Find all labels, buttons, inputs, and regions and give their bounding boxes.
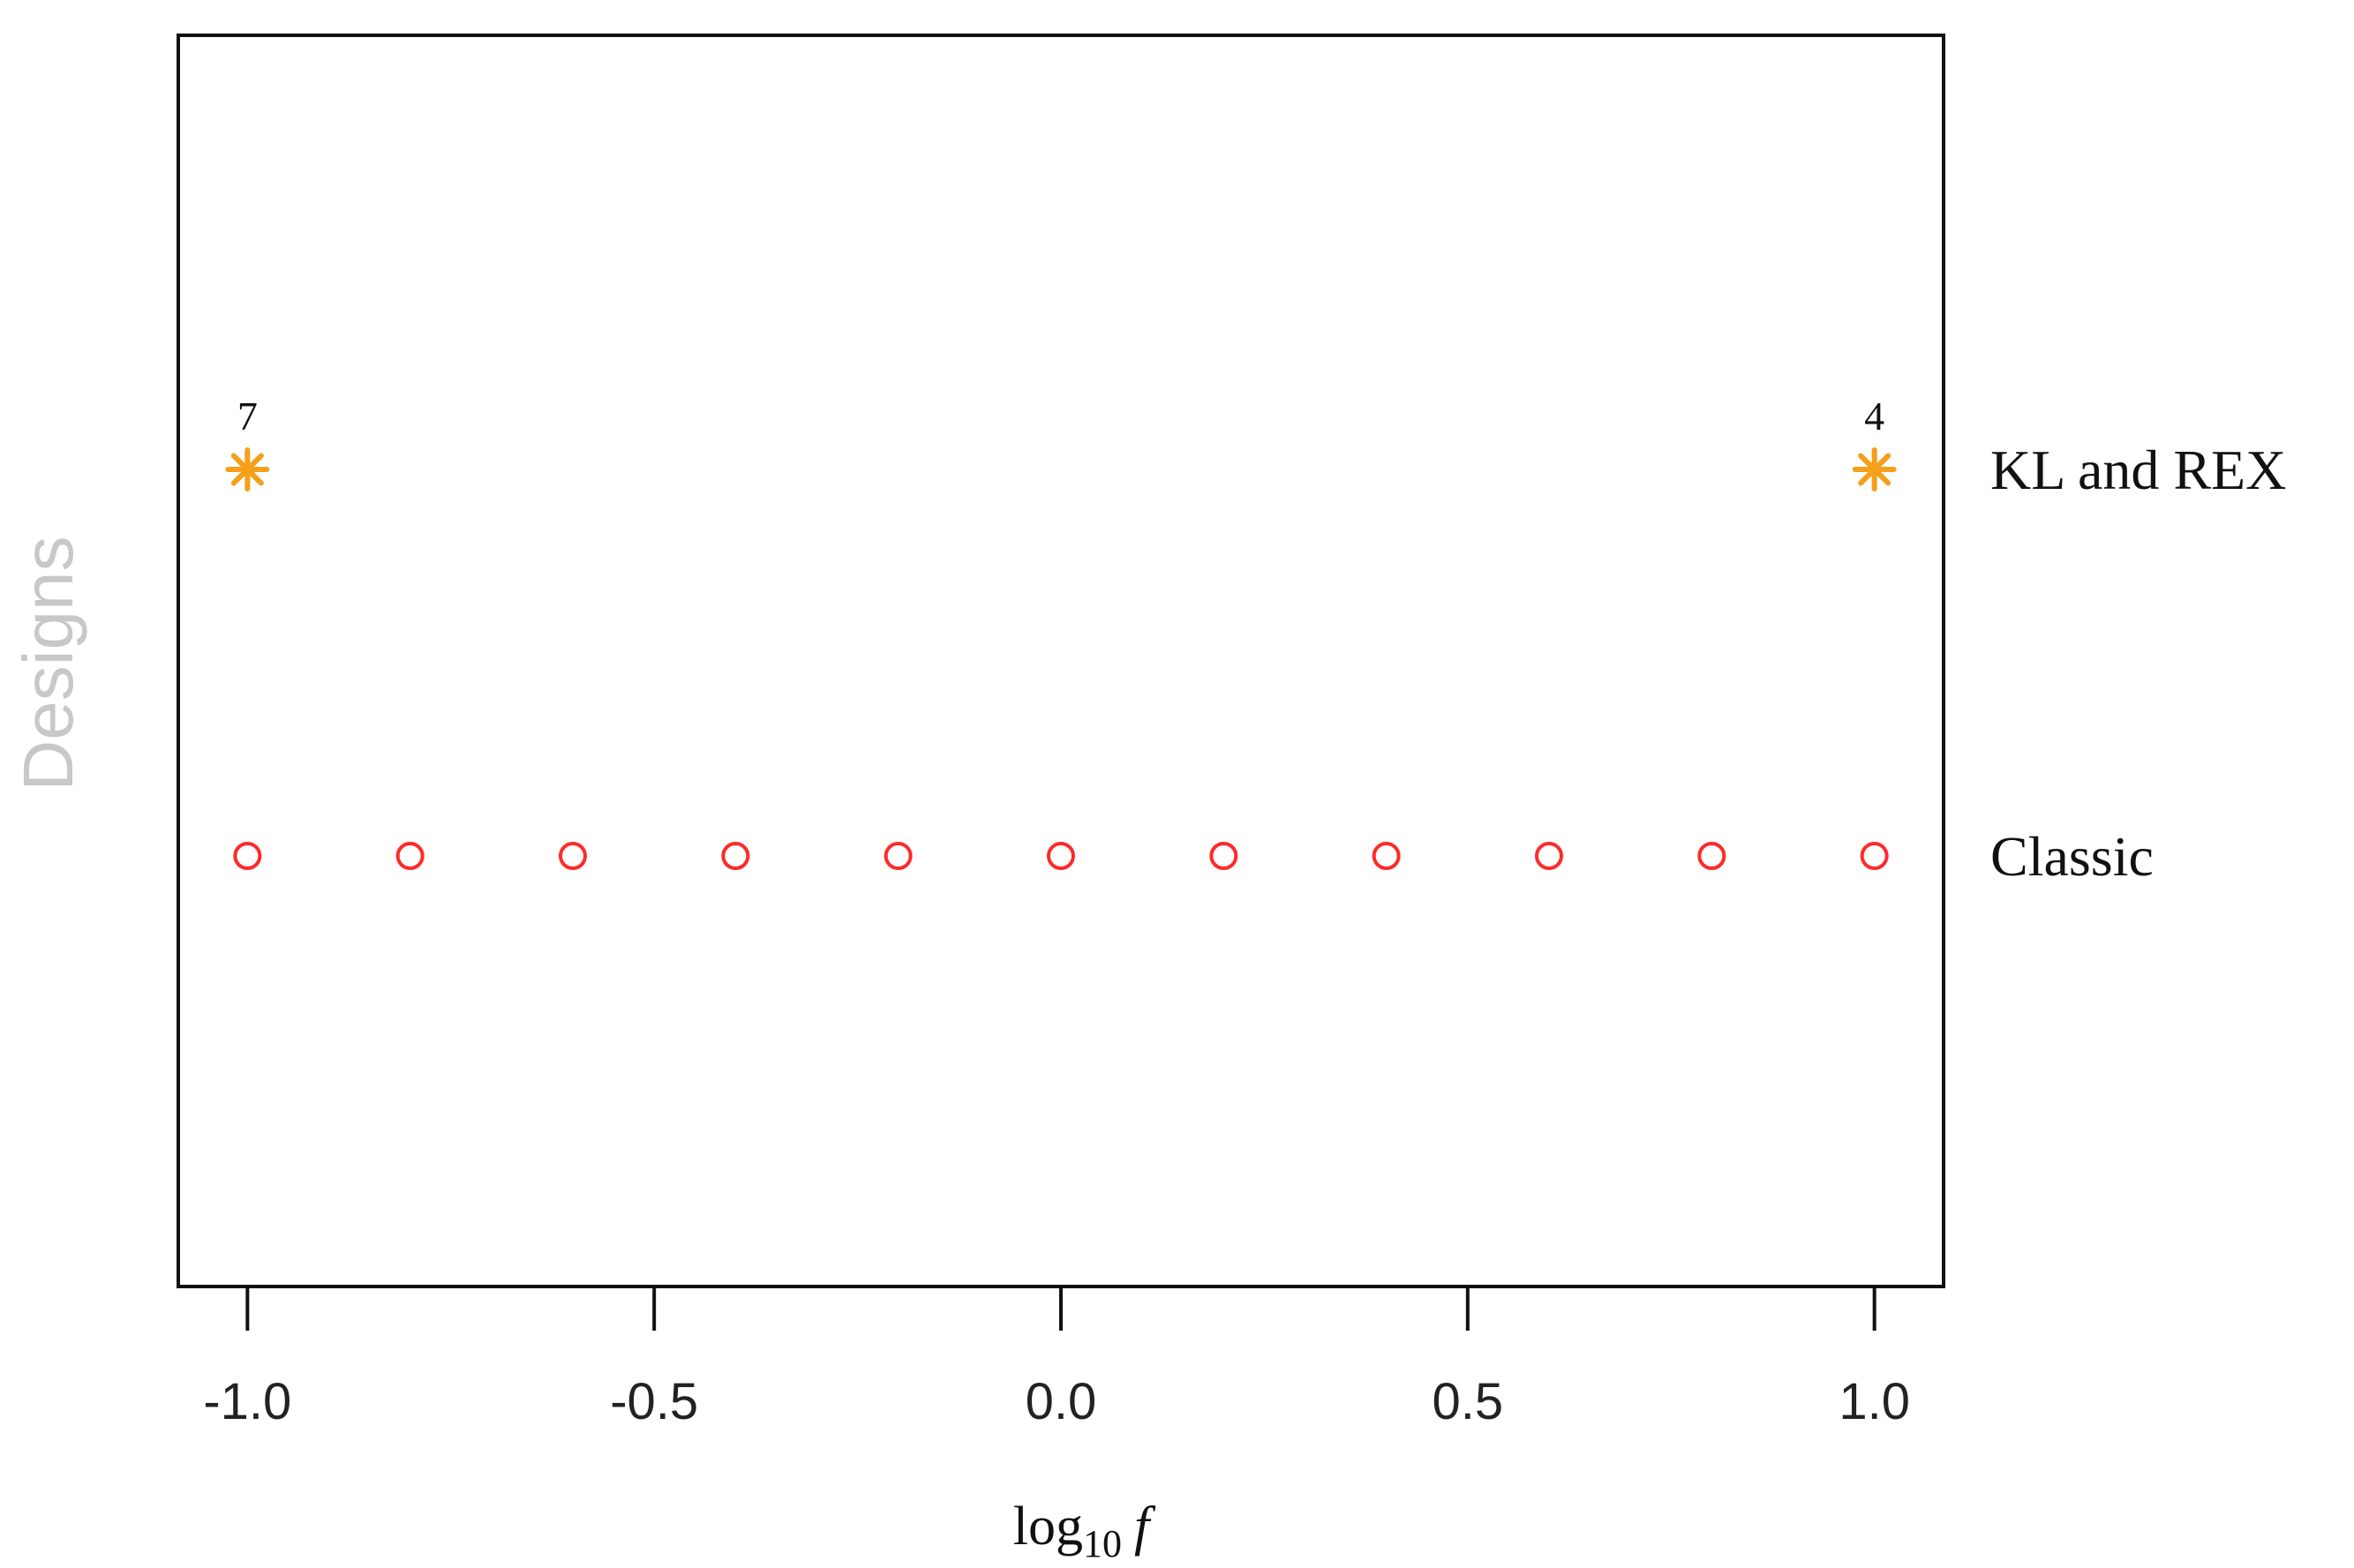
circle-point xyxy=(1047,842,1075,870)
x-tick-label: -1.0 xyxy=(203,1373,291,1430)
x-tick-label: 1.0 xyxy=(1839,1373,1910,1430)
circle-point xyxy=(559,842,588,870)
circle-point xyxy=(1209,842,1238,870)
point-count-label: 4 xyxy=(1864,394,1884,439)
circle-point xyxy=(1372,842,1401,870)
circle-point xyxy=(884,842,913,870)
asterisk-point xyxy=(1852,447,1897,491)
x-axis-title: log10 f xyxy=(1013,1497,1156,1565)
row-label: KL and REX xyxy=(1990,439,2286,501)
circle-point xyxy=(233,842,262,870)
row-label: Classic xyxy=(1990,825,2154,888)
x-tick-label: 0.0 xyxy=(1026,1373,1097,1430)
y-axis-title: Designs xyxy=(9,536,87,791)
x-axis-title-subscript: 10 xyxy=(1083,1522,1122,1565)
x-tick-label: 0.5 xyxy=(1433,1373,1504,1430)
asterisk-point xyxy=(225,447,270,491)
row-labels: KL and REX Classic xyxy=(1990,439,2286,888)
circle-point xyxy=(1697,842,1726,870)
circle-point xyxy=(1534,842,1563,870)
point-count-label: 7 xyxy=(237,394,258,439)
x-axis-title-base: log xyxy=(1013,1497,1083,1557)
circle-point xyxy=(721,842,750,870)
x-tick-label: -0.5 xyxy=(610,1373,698,1430)
circle-point xyxy=(395,842,425,870)
circle-point xyxy=(1860,842,1889,870)
plot-frame xyxy=(177,34,1945,1288)
x-axis: -1.0 -0.5 0.0 0.5 1.0 xyxy=(203,1285,1910,1430)
x-axis-title-variable: f xyxy=(1134,1497,1156,1557)
